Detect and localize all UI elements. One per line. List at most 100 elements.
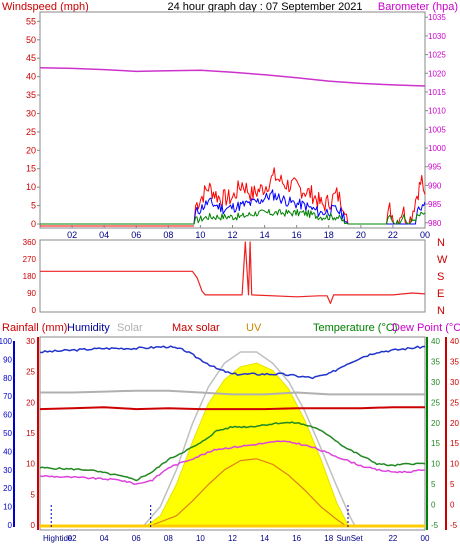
wind-tick-label: 30 bbox=[26, 108, 36, 118]
baro-tick-label: 1030 bbox=[428, 32, 446, 41]
baro-tick-label: 990 bbox=[428, 181, 442, 190]
humidity-tick-label: 100 bbox=[0, 337, 13, 346]
barometer-line bbox=[39, 66, 426, 87]
wind-tick-label: 55 bbox=[26, 16, 36, 26]
dew-tick-label: 10 bbox=[450, 460, 459, 469]
wind-x-tick-label: 00 bbox=[420, 230, 430, 240]
direction-panel-frame bbox=[39, 239, 426, 313]
direction-layer bbox=[40, 241, 426, 304]
compass-label: E bbox=[437, 288, 444, 300]
wind-gust-line bbox=[40, 167, 426, 225]
rain-tick-label: 15 bbox=[26, 429, 35, 438]
baro-tick-label: 980 bbox=[428, 219, 442, 228]
wind-x-tick-label: 02 bbox=[67, 230, 77, 240]
uv-index-line bbox=[152, 458, 346, 526]
humidity-tick-label: 50 bbox=[3, 429, 12, 438]
solar-radiation-area bbox=[147, 362, 349, 526]
temp-tick-label: 15 bbox=[431, 439, 440, 448]
compass-label: W bbox=[437, 254, 448, 266]
weather-x-tick-label: 04 bbox=[100, 534, 109, 543]
rain-tick-label: 5 bbox=[31, 490, 36, 499]
wind-x-tick-label: 18 bbox=[324, 230, 334, 240]
x-label-sunset: SunSet bbox=[336, 534, 363, 543]
weather-x-tick-label: 10 bbox=[196, 534, 205, 543]
direction-tick-label: 90 bbox=[27, 289, 36, 298]
wind-x-tick-label: 22 bbox=[388, 230, 398, 240]
legend-humidity: Humidity bbox=[67, 322, 110, 334]
rain-tick-label: 20 bbox=[26, 398, 35, 407]
direction-tick-label: 270 bbox=[23, 255, 37, 264]
legend-uv: UV bbox=[246, 322, 262, 334]
legend-rainfall: Rainfall (mm) bbox=[2, 322, 67, 334]
wind-x-tick-label: 08 bbox=[163, 230, 173, 240]
weather-x-tick-label: 02 bbox=[68, 534, 77, 543]
weather-x-tick-label: 22 bbox=[388, 534, 397, 543]
baro-tick-label: 1010 bbox=[428, 107, 446, 116]
wind-tick-label: 40 bbox=[26, 72, 36, 82]
legend-solar: Solar bbox=[117, 322, 143, 334]
humidity-line bbox=[39, 345, 426, 380]
baro-tick-label: 995 bbox=[428, 163, 442, 172]
temp-tick-label: 30 bbox=[431, 378, 440, 387]
baro-tick-label: 1035 bbox=[428, 13, 446, 22]
dew-tick-label: 15 bbox=[450, 439, 459, 448]
dew-tick-label: 40 bbox=[450, 337, 459, 346]
wind-x-tick-label: 06 bbox=[131, 230, 141, 240]
compass-label: N bbox=[437, 305, 445, 317]
humidity-tick-label: 40 bbox=[3, 447, 12, 456]
solar-line bbox=[40, 389, 425, 396]
max-solar-curve bbox=[143, 351, 356, 526]
weather-x-tick-label: 12 bbox=[228, 534, 237, 543]
wind-direction-line bbox=[40, 241, 426, 304]
wind-tick-label: 5 bbox=[31, 201, 36, 211]
humidity-tick-label: 70 bbox=[3, 392, 12, 401]
dew-tick-label: -5 bbox=[450, 521, 458, 530]
weather-x-tick-label: 18 bbox=[324, 534, 333, 543]
legend-temperature: Temperature (°C) bbox=[313, 322, 397, 334]
humidity-tick-label: 60 bbox=[3, 411, 12, 420]
direction-tick-label: 180 bbox=[23, 272, 37, 281]
wind-tick-label: 0 bbox=[31, 219, 36, 229]
temp-tick-label: -5 bbox=[431, 521, 439, 530]
weather-panel-frame bbox=[39, 336, 426, 531]
weather-x-tick-label: 00 bbox=[421, 534, 430, 543]
temp-tick-label: 25 bbox=[431, 398, 440, 407]
compass-label: N bbox=[437, 237, 445, 249]
humidity-tick-label: 90 bbox=[3, 355, 12, 364]
dew-tick-label: 0 bbox=[450, 501, 455, 510]
temp-tick-label: 35 bbox=[431, 357, 440, 366]
direction-tick-label: 360 bbox=[23, 238, 37, 247]
wind-x-tick-label: 20 bbox=[356, 230, 366, 240]
weather-layer bbox=[39, 345, 426, 529]
baro-tick-label: 1015 bbox=[428, 88, 446, 97]
weather-x-tick-label: 14 bbox=[260, 534, 269, 543]
dew-tick-label: 5 bbox=[450, 480, 455, 489]
compass-label: S bbox=[437, 271, 444, 283]
wind-tick-label: 20 bbox=[26, 145, 36, 155]
dew-tick-label: 35 bbox=[450, 357, 459, 366]
temp-tick-label: 20 bbox=[431, 419, 440, 428]
dew-tick-label: 20 bbox=[450, 419, 459, 428]
humidity-tick-label: 80 bbox=[3, 374, 12, 383]
baro-tick-label: 1020 bbox=[428, 69, 446, 78]
wind-x-tick-label: 16 bbox=[292, 230, 302, 240]
humidity-tick-label: 20 bbox=[3, 484, 12, 493]
weather-x-tick-label: 16 bbox=[292, 534, 301, 543]
baro-tick-label: 1025 bbox=[428, 51, 446, 60]
wind-layer bbox=[39, 66, 426, 227]
baro-tick-label: 1005 bbox=[428, 125, 446, 134]
legend-dew-point: Dew Point (°C) bbox=[392, 322, 460, 334]
wind-tick-label: 15 bbox=[26, 164, 36, 174]
axes-layer: 0510152025303540455055980985990995100010… bbox=[0, 13, 459, 543]
direction-tick-label: 0 bbox=[32, 306, 37, 315]
humidity-tick-label: 30 bbox=[3, 466, 12, 475]
wind-x-tick-label: 04 bbox=[99, 230, 109, 240]
weather-x-tick-label: 06 bbox=[132, 534, 141, 543]
wind-low-line bbox=[40, 209, 426, 225]
temp-tick-label: 10 bbox=[431, 460, 440, 469]
x-label-hightide: Hightide bbox=[43, 534, 73, 543]
temp-tick-label: 40 bbox=[431, 337, 440, 346]
wind-tick-label: 45 bbox=[26, 53, 36, 63]
dew-tick-label: 30 bbox=[450, 378, 459, 387]
rain-tick-label: 0 bbox=[31, 521, 36, 530]
